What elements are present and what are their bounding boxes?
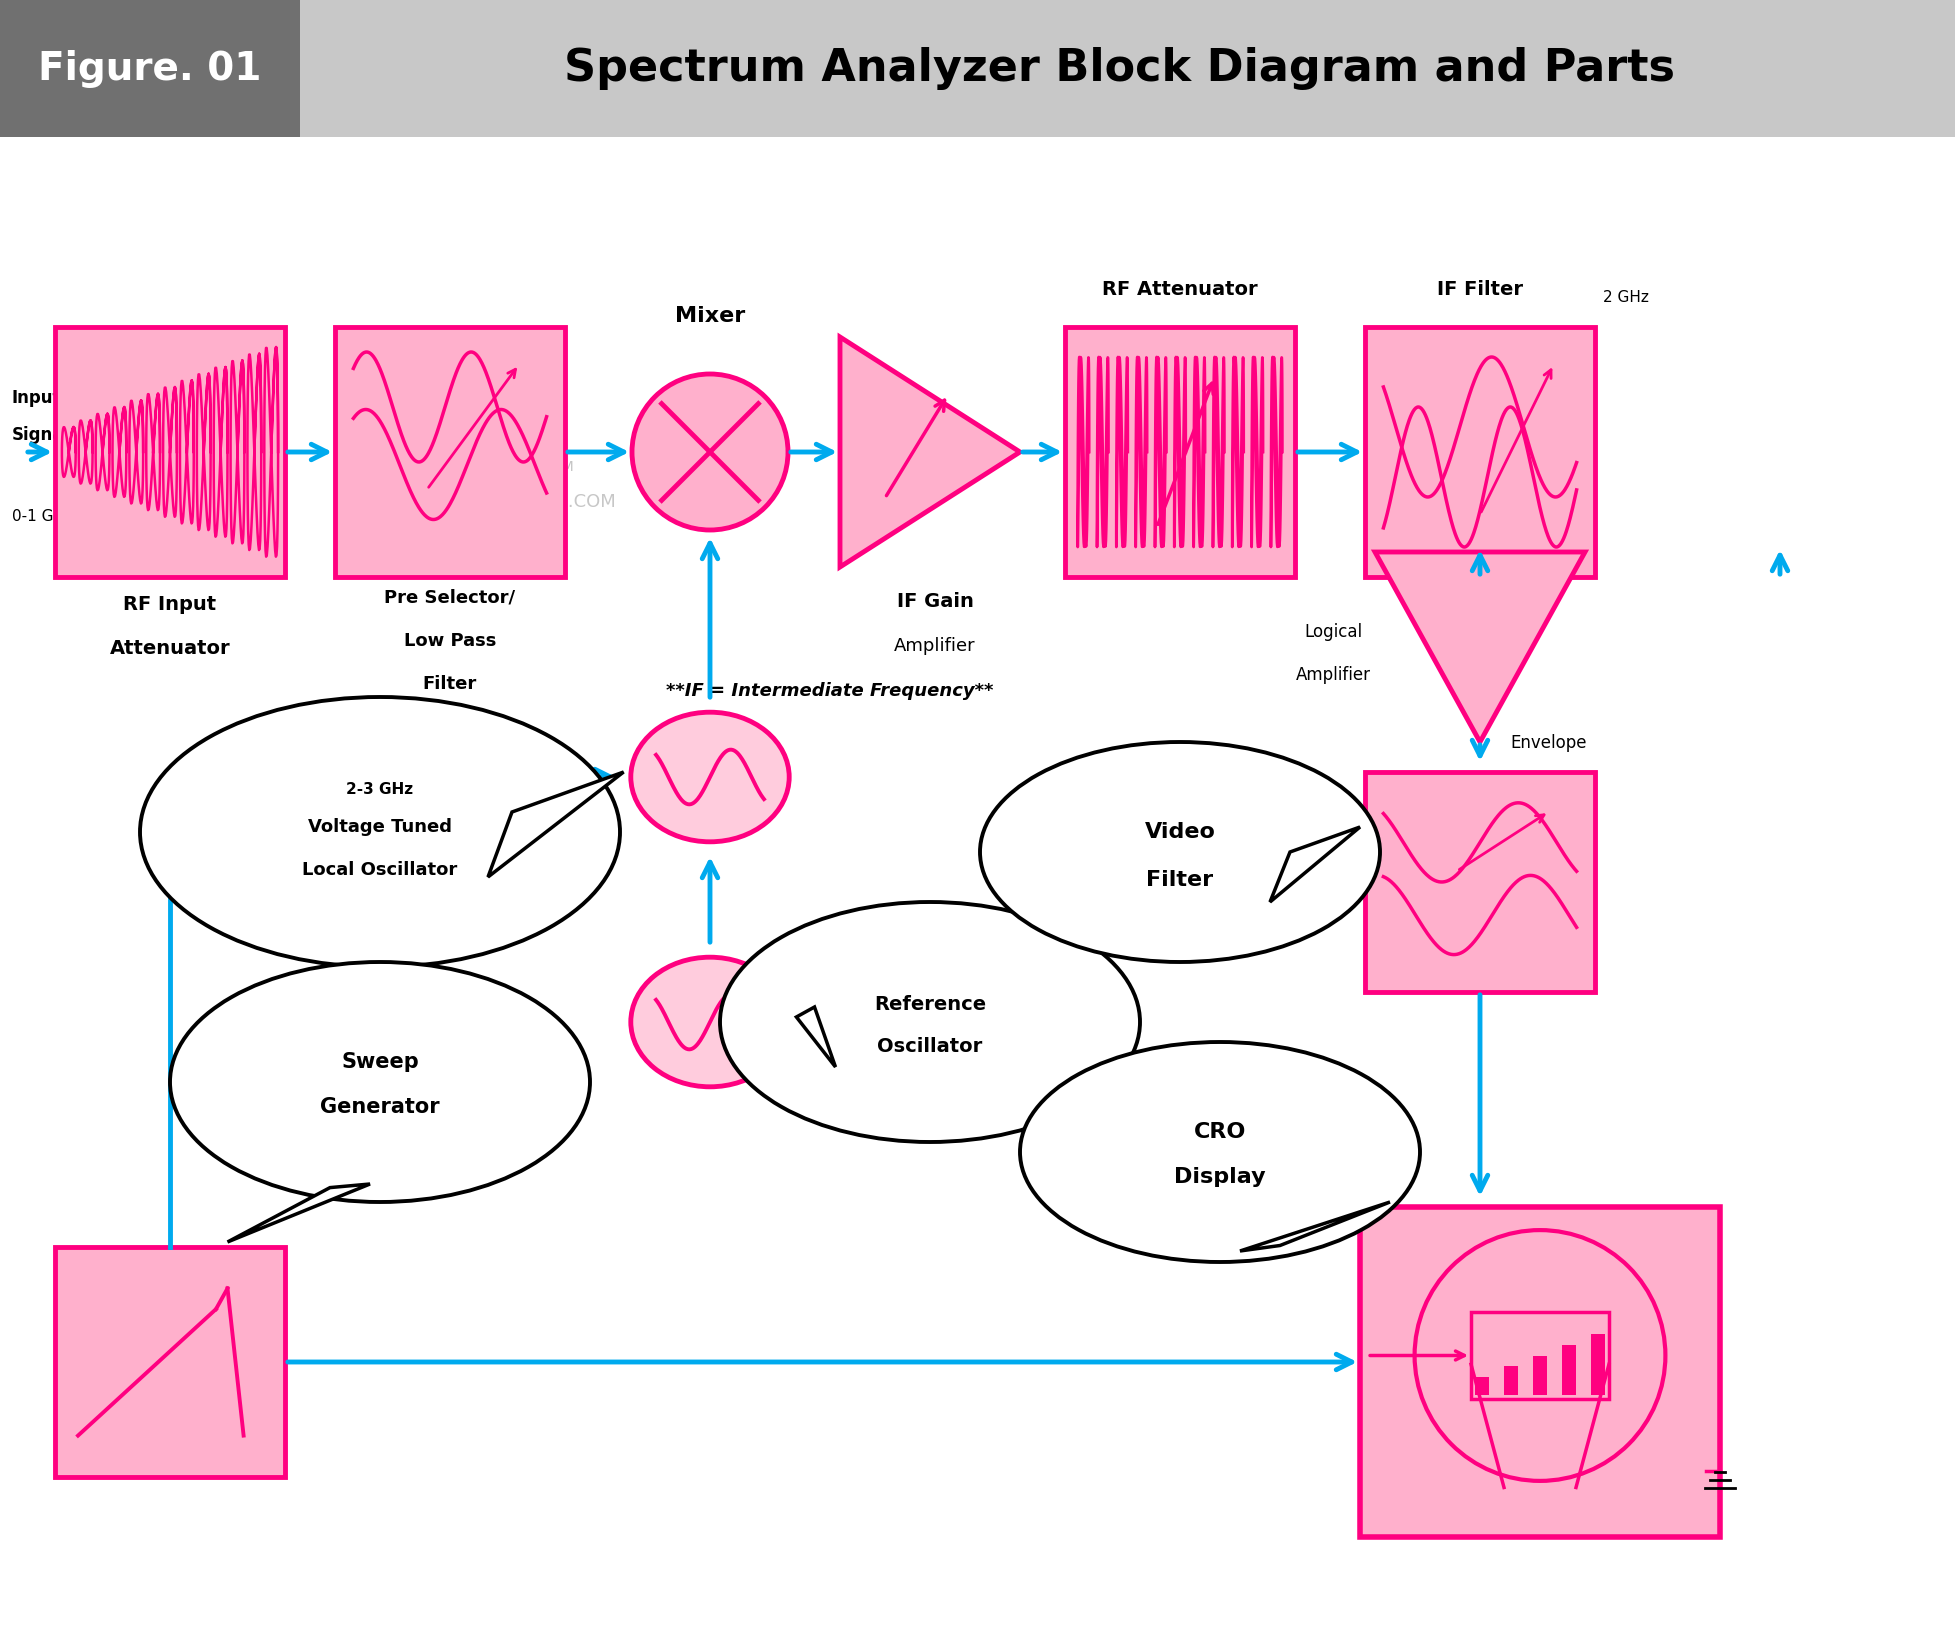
Ellipse shape <box>979 743 1380 961</box>
Text: Figure. 01: Figure. 01 <box>39 49 262 88</box>
FancyBboxPatch shape <box>1365 772 1593 992</box>
Text: Input: Input <box>12 388 61 406</box>
Text: Amplifier: Amplifier <box>1294 666 1370 684</box>
Text: WWW.ETechnoG.COM: WWW.ETechnoG.COM <box>426 460 575 473</box>
Ellipse shape <box>1019 1041 1419 1262</box>
Circle shape <box>1413 1231 1664 1480</box>
Text: WWW.ETechnoG.COM: WWW.ETechnoG.COM <box>1404 1493 1595 1511</box>
FancyBboxPatch shape <box>0 0 299 137</box>
Bar <box>1503 1366 1517 1395</box>
Polygon shape <box>1239 1203 1390 1252</box>
Text: Spectrum Analyzer Block Diagram and Parts: Spectrum Analyzer Block Diagram and Part… <box>565 47 1675 90</box>
Text: Reference: Reference <box>874 994 985 1013</box>
FancyBboxPatch shape <box>1359 1208 1718 1537</box>
Text: Local Oscillator: Local Oscillator <box>303 862 457 880</box>
Ellipse shape <box>719 902 1140 1142</box>
Text: 0-1 GHz: 0-1 GHz <box>12 509 72 524</box>
Ellipse shape <box>170 961 590 1203</box>
FancyBboxPatch shape <box>55 326 285 578</box>
Text: IF Filter: IF Filter <box>1437 281 1523 299</box>
Text: CRO: CRO <box>1193 1123 1245 1142</box>
Text: 2 GHz: 2 GHz <box>1603 290 1648 305</box>
Polygon shape <box>1269 827 1359 902</box>
Text: Display: Display <box>1173 1167 1265 1186</box>
Text: Video: Video <box>1144 823 1214 842</box>
Text: Pre Selector/: Pre Selector/ <box>385 589 516 607</box>
Text: Voltage Tuned: Voltage Tuned <box>307 818 452 836</box>
Polygon shape <box>1374 552 1584 743</box>
FancyBboxPatch shape <box>1470 1312 1609 1399</box>
Text: RF Input: RF Input <box>123 596 217 614</box>
FancyBboxPatch shape <box>1064 326 1294 578</box>
Text: Signal: Signal <box>12 426 70 444</box>
Bar <box>1533 1356 1546 1395</box>
Text: Amplifier: Amplifier <box>893 636 976 654</box>
Text: Envelope: Envelope <box>1509 734 1586 752</box>
Ellipse shape <box>630 712 788 842</box>
Circle shape <box>631 374 788 530</box>
Ellipse shape <box>141 697 620 968</box>
Text: Sweep: Sweep <box>340 1053 418 1072</box>
Polygon shape <box>796 1007 835 1067</box>
Text: Mixer: Mixer <box>674 307 745 326</box>
Polygon shape <box>487 772 624 876</box>
FancyBboxPatch shape <box>334 326 565 578</box>
Text: Detector: Detector <box>1509 778 1582 796</box>
FancyBboxPatch shape <box>0 0 1955 137</box>
Text: Logical: Logical <box>1304 623 1361 641</box>
Polygon shape <box>227 1183 369 1242</box>
Text: Generator: Generator <box>321 1097 440 1116</box>
Text: 2-3 GHz: 2-3 GHz <box>346 782 413 798</box>
Ellipse shape <box>630 958 788 1087</box>
Text: **IF = Intermediate Frequency**: **IF = Intermediate Frequency** <box>667 682 993 700</box>
Text: RF Attenuator: RF Attenuator <box>1101 281 1257 299</box>
Text: IF Gain: IF Gain <box>895 592 974 610</box>
Bar <box>1589 1333 1603 1395</box>
Text: Low Pass: Low Pass <box>403 632 497 650</box>
Text: Oscillator: Oscillator <box>878 1038 981 1056</box>
Text: WWW.ETechnoG.COM: WWW.ETechnoG.COM <box>424 493 616 511</box>
FancyBboxPatch shape <box>1365 326 1593 578</box>
Polygon shape <box>839 336 1019 566</box>
Text: Filter: Filter <box>422 676 477 694</box>
Text: Filter: Filter <box>1146 870 1212 889</box>
Text: Attenuator: Attenuator <box>109 640 231 658</box>
Bar <box>1562 1345 1576 1395</box>
Bar <box>1474 1377 1488 1395</box>
FancyBboxPatch shape <box>55 1247 285 1477</box>
